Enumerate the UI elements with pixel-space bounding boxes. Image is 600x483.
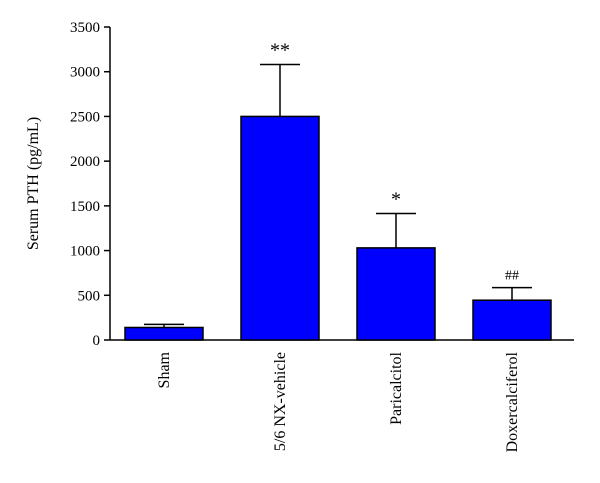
bar xyxy=(124,326,204,341)
y-tick-label: 500 xyxy=(78,288,101,304)
error-bars xyxy=(144,63,532,328)
significance-annotation: ** xyxy=(270,40,290,62)
bar xyxy=(472,299,552,341)
significance-annotations: ***## xyxy=(270,40,519,284)
category-labels: Sham 5/6 NX-vehicle Paricalcitol Doxercalci… xyxy=(156,351,521,452)
y-tick-label: 1000 xyxy=(70,244,100,260)
category-label: Sham xyxy=(156,351,173,388)
bar xyxy=(240,115,320,341)
y-tick-label: 2500 xyxy=(70,109,100,125)
axes: 0 500 1000 1500 2000 2500 3000 3500 xyxy=(70,20,574,349)
significance-annotation: * xyxy=(391,188,401,210)
y-tick-label: 0 xyxy=(93,333,101,349)
y-axis-title: Serum PTH (pg/mL) xyxy=(25,117,42,250)
y-tick-label: 2000 xyxy=(70,154,100,170)
y-tick-label: 1500 xyxy=(70,199,100,215)
category-label: 5/6 NX-vehicle xyxy=(272,352,289,451)
y-tick-label: 3000 xyxy=(70,65,100,81)
bars xyxy=(124,115,552,341)
significance-annotation: ## xyxy=(505,269,519,284)
bar xyxy=(356,247,436,341)
y-tick-label: 3500 xyxy=(70,20,100,36)
category-label: Doxercalciferol xyxy=(504,351,521,452)
category-label: Paricalcitol xyxy=(388,351,405,424)
